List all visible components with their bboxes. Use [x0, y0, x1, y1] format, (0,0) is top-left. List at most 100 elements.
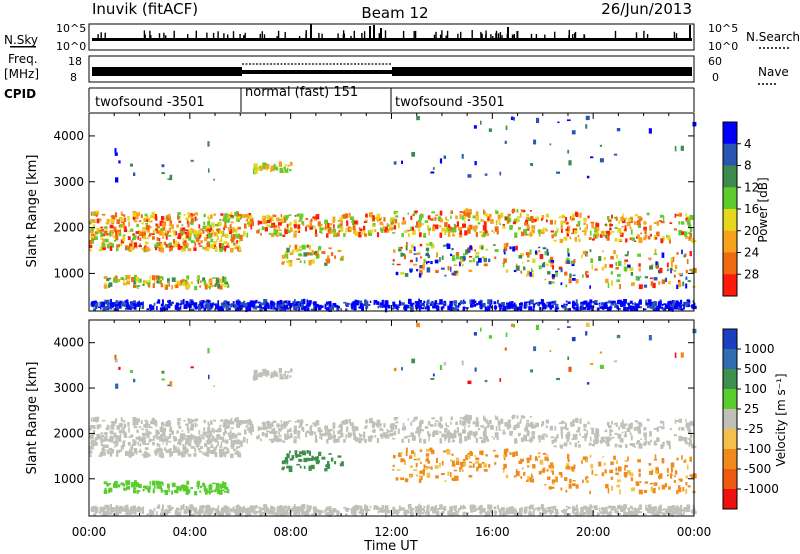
- power-cell: [348, 212, 351, 218]
- velocity-cell: [414, 510, 419, 513]
- velocity-cell: [645, 507, 649, 511]
- power-cell: [659, 302, 662, 308]
- power-cell: [638, 263, 641, 267]
- power-cell: [113, 226, 117, 232]
- velocity-cell: [468, 415, 472, 421]
- velocity-cell: [129, 509, 133, 515]
- power-cell: [415, 257, 418, 262]
- velocity-cell: [145, 428, 148, 431]
- velocity-cell: [194, 512, 198, 515]
- power-cell: [616, 254, 618, 259]
- velocity-cell: [90, 425, 94, 428]
- power-cell: [602, 306, 605, 310]
- velocity-cell: [95, 508, 98, 513]
- velocity-cell: [140, 437, 143, 441]
- velocity-cell: [392, 511, 396, 514]
- power-cell: [452, 234, 456, 237]
- power-cell: [178, 221, 182, 223]
- velocity-cell: [605, 484, 609, 489]
- power-cell: [105, 222, 109, 225]
- velocity-cell: [269, 423, 272, 429]
- power-cell: [305, 226, 307, 232]
- power-cell: [278, 229, 282, 231]
- velocity-cell: [234, 452, 238, 455]
- velocity-cell: [608, 505, 612, 509]
- velocity-cell: [546, 457, 549, 462]
- power-cell: [368, 230, 372, 236]
- velocity-cell: [345, 507, 349, 511]
- power-cell: [592, 301, 595, 303]
- power-cell: [423, 233, 427, 238]
- noise-spike: [353, 30, 355, 38]
- power-cell: [207, 300, 211, 303]
- velocity-cell: [169, 453, 173, 457]
- velocity-cell: [630, 477, 634, 482]
- velocity-cell: [304, 511, 308, 516]
- velocity-cell: [687, 429, 692, 434]
- velocity-cell: [102, 444, 106, 449]
- power-cell: [461, 264, 464, 267]
- cpid-panel: twofsound -3501 normal (fast) 151 twofso…: [88, 85, 695, 112]
- velocity-cell: [113, 432, 117, 438]
- velocity-cell: [378, 424, 381, 427]
- velocity-cell: [656, 467, 659, 471]
- power-cell: [140, 214, 143, 218]
- power-cell: [419, 243, 423, 247]
- velocity-cell: [423, 509, 425, 513]
- velocity-cell: [115, 511, 120, 514]
- power-cell: [463, 209, 467, 213]
- freq-left-tick-bottom: 8: [70, 71, 77, 84]
- velocity-cell: [584, 433, 588, 439]
- power-cell: [227, 226, 229, 229]
- power-cell: [495, 220, 498, 226]
- velocity-cell: [358, 511, 362, 514]
- velocity-cell: [435, 420, 439, 422]
- velocity-cell: [141, 428, 144, 431]
- power-cell: [517, 227, 521, 230]
- velocity-cell: [272, 420, 277, 423]
- noise-spike: [544, 34, 546, 38]
- power-cell: [207, 307, 211, 311]
- velocity-cell: [94, 442, 98, 446]
- power-cell: [351, 219, 355, 225]
- velocity-cell: [149, 509, 152, 512]
- velocity-cell: [374, 422, 378, 426]
- velocity-cell: [608, 437, 612, 441]
- power-cell: [685, 213, 687, 216]
- power-cell: [517, 216, 521, 218]
- power-cell: [650, 304, 652, 309]
- power-cell: [538, 265, 542, 270]
- power-cell: [223, 227, 225, 231]
- velocity-cell: [95, 416, 100, 422]
- power-cell: [618, 307, 621, 310]
- power-cell: [507, 304, 512, 309]
- power-cell: [219, 230, 224, 234]
- velocity-cell: [194, 447, 197, 453]
- velocity-cell: [589, 436, 592, 442]
- velocity-cell: [210, 420, 213, 425]
- velocity-cell: [510, 506, 514, 511]
- power-cell: [98, 306, 101, 308]
- velocity-cell: [662, 421, 665, 427]
- power-cell: [133, 220, 138, 223]
- power-cell: [659, 214, 664, 218]
- velocity-cell: [487, 504, 491, 510]
- power-cell: [559, 238, 563, 244]
- power-cell: [249, 303, 254, 308]
- power-cell: [637, 223, 642, 228]
- power-cell: [673, 270, 676, 272]
- power-cell: [133, 304, 137, 310]
- velocity-cell: [619, 489, 621, 495]
- velocity-cell: [527, 423, 531, 427]
- power-cell: [546, 302, 549, 304]
- power-cell: [389, 219, 393, 223]
- velocity-cell: [461, 360, 464, 366]
- power-cell: [380, 217, 382, 220]
- power-cell: [386, 300, 389, 304]
- power-cell: [103, 226, 108, 229]
- power-cell: [435, 269, 439, 274]
- velocity-cell: [673, 475, 676, 478]
- power-cell: [530, 268, 533, 272]
- velocity-cell: [297, 506, 302, 511]
- power-cell: [130, 240, 134, 244]
